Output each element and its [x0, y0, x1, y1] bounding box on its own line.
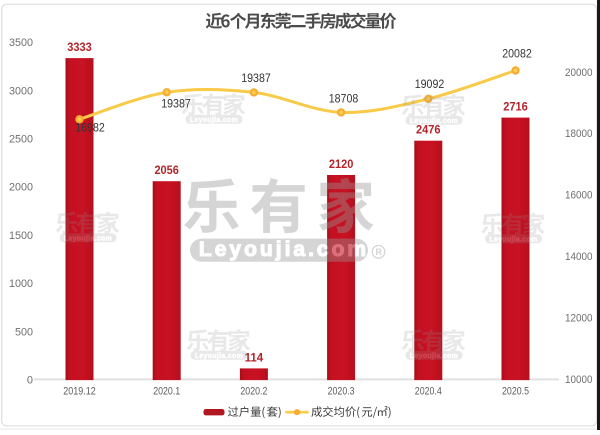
- svg-text:3000: 3000: [9, 85, 33, 97]
- svg-text:19387: 19387: [161, 99, 191, 111]
- svg-text:R: R: [236, 104, 239, 109]
- svg-text:19387: 19387: [241, 73, 271, 85]
- svg-text:14000: 14000: [565, 251, 593, 263]
- svg-text:500: 500: [15, 326, 33, 338]
- svg-text:R: R: [375, 247, 382, 257]
- svg-text:Leyoujia.com: Leyoujia.com: [410, 353, 458, 360]
- svg-text:2020.2: 2020.2: [240, 386, 267, 398]
- svg-text:Leyoujia.com: Leyoujia.com: [489, 236, 537, 243]
- svg-text:2716: 2716: [503, 102, 528, 114]
- svg-text:R: R: [241, 340, 244, 345]
- svg-text:Leyoujia.com: Leyoujia.com: [190, 117, 238, 124]
- svg-text:20082: 20082: [502, 48, 532, 60]
- svg-text:2020.3: 2020.3: [328, 386, 355, 398]
- svg-text:Leyoujia.com: Leyoujia.com: [195, 353, 243, 360]
- svg-text:2500: 2500: [9, 134, 33, 146]
- svg-text:3333: 3333: [67, 42, 92, 54]
- svg-text:18000: 18000: [565, 128, 593, 140]
- svg-text:Leyoujia.com: Leyoujia.com: [410, 118, 458, 125]
- svg-text:0: 0: [27, 375, 33, 387]
- svg-text:2476: 2476: [416, 125, 441, 137]
- svg-text:18708: 18708: [329, 93, 359, 105]
- svg-text:R: R: [110, 223, 113, 228]
- svg-text:2056: 2056: [154, 165, 179, 177]
- svg-text:2020.1: 2020.1: [153, 386, 180, 398]
- svg-text:2000: 2000: [9, 182, 33, 194]
- svg-text:1500: 1500: [9, 230, 33, 242]
- svg-text:R: R: [456, 340, 459, 345]
- svg-text:12000: 12000: [565, 312, 593, 324]
- svg-text:16982: 16982: [75, 123, 105, 135]
- svg-text:3500: 3500: [9, 37, 33, 49]
- svg-text:16000: 16000: [565, 190, 593, 202]
- svg-text:114: 114: [245, 352, 264, 364]
- svg-text:Leyoujia.com: Leyoujia.com: [199, 238, 369, 261]
- svg-text:2120: 2120: [329, 159, 354, 171]
- svg-text:R: R: [536, 224, 539, 229]
- svg-text:19092: 19092: [415, 79, 445, 91]
- svg-text:R: R: [456, 105, 459, 110]
- svg-text:2020.4: 2020.4: [415, 386, 442, 398]
- svg-text:2020.5: 2020.5: [502, 386, 529, 398]
- svg-text:20000: 20000: [565, 67, 593, 79]
- svg-text:2019.12: 2019.12: [63, 386, 96, 398]
- svg-text:10000: 10000: [565, 374, 593, 386]
- svg-text:Leyoujia.com: Leyoujia.com: [64, 235, 112, 242]
- svg-text:1000: 1000: [9, 278, 33, 290]
